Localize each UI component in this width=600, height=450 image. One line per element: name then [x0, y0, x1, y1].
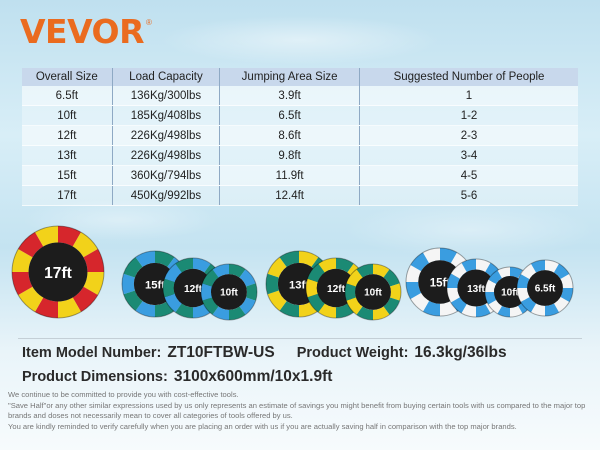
product-dimensions-label: Product Dimensions: — [22, 369, 168, 385]
cell-area: 8.6ft — [219, 125, 360, 146]
model-number-label: Item Model Number: — [22, 345, 162, 361]
divider-line — [18, 338, 582, 339]
cell-size: 6.5ft — [22, 86, 113, 106]
cell-size: 17ft — [22, 185, 113, 206]
size-label: 6.5ft — [535, 284, 556, 295]
cell-load: 360Kg/794lbs — [111, 165, 220, 186]
model-weight-line: Item Model Number: ZT10FTBW-US Product Wei… — [22, 344, 507, 362]
size-label: 17ft — [44, 265, 73, 282]
size-label: 10ft — [501, 287, 519, 298]
table-row: 13ft 226Kg/498lbs 9.8ft 3-4 — [22, 145, 578, 166]
disclaimer-line: We continue to be committed to provide y… — [8, 390, 239, 399]
disclaimer-text: We continue to be committed to provide y… — [8, 390, 596, 432]
registered-mark: ® — [146, 18, 152, 27]
cell-load: 136Kg/300lbs — [111, 86, 220, 106]
cell-load: 226Kg/498lbs — [111, 125, 220, 146]
header-suggested-people: Suggested Number of People — [359, 68, 578, 86]
size-spec-table: Overall Size Load Capacity Jumping Area … — [22, 68, 578, 206]
size-label: 10ft — [364, 288, 382, 299]
table-row: 12ft 226Kg/498lbs 8.6ft 2-3 — [22, 125, 578, 146]
header-jumping-area: Jumping Area Size — [219, 68, 360, 86]
header-load-capacity: Load Capacity — [111, 68, 220, 86]
dimensions-line: Product Dimensions: 3100x600mm/10x1.9ft — [22, 368, 332, 386]
cell-size: 12ft — [22, 125, 113, 146]
size-label: 12ft — [184, 284, 203, 295]
cell-load: 450Kg/992lbs — [111, 185, 220, 206]
table-row: 6.5ft 136Kg/300lbs 3.9ft 1 — [22, 86, 578, 106]
table-row: 17ft 450Kg/992lbs 12.4ft 5-6 — [22, 185, 578, 206]
cell-people: 4-5 — [359, 165, 578, 186]
product-weight-value: 16.3kg/36lbs — [414, 344, 507, 361]
product-dimensions-value: 3100x600mm/10x1.9ft — [173, 368, 333, 385]
size-label: 13ft — [289, 279, 309, 291]
cell-area: 3.9ft — [219, 86, 360, 106]
cell-size: 10ft — [22, 105, 113, 126]
cell-load: 185Kg/408lbs — [111, 105, 220, 126]
cell-area: 9.8ft — [219, 145, 360, 166]
cell-area: 11.9ft — [219, 165, 360, 186]
cell-load: 226Kg/498lbs — [111, 145, 220, 166]
cell-people: 2-3 — [359, 125, 578, 146]
cell-people: 1 — [359, 86, 578, 106]
product-weight-label: Product Weight: — [296, 345, 409, 361]
cell-size: 13ft — [22, 145, 113, 166]
size-label: 12ft — [327, 284, 346, 295]
size-label: 13ft — [467, 284, 485, 295]
size-label: 15ft — [145, 279, 165, 291]
trampoline-product-images: 17ft 15ft 12ft 10ft 13ft 12ft 10ft 15ft 13ft 10ft… — [11, 225, 574, 321]
cell-size: 15ft — [22, 165, 113, 186]
disclaimer-line: You are kindly reminded to verify carefu… — [8, 421, 517, 431]
trampoline-red-yellow-17ft: 17ft — [11, 225, 105, 319]
disclaimer-line: "Save Half"or any other similar expressi… — [8, 400, 586, 421]
size-label: 10ft — [220, 288, 238, 299]
cell-area: 6.5ft — [219, 105, 360, 126]
table-row: 10ft 185Kg/408lbs 6.5ft 1-2 — [22, 105, 578, 126]
trampoline-yellow-green-10ft: 10ft — [344, 263, 402, 321]
header-overall-size: Overall Size — [22, 68, 113, 86]
size-label: 15ft — [430, 277, 451, 289]
cell-people: 3-4 — [359, 145, 578, 166]
cell-people: 1-2 — [359, 105, 578, 126]
logo-wordmark: VEVOR — [20, 12, 145, 51]
table-header-row: Overall Size Load Capacity Jumping Area … — [22, 68, 578, 86]
cell-people: 5-6 — [359, 185, 578, 206]
table-row: 15ft 360Kg/794lbs 11.9ft 4-5 — [22, 165, 578, 186]
trampoline-blue-white-6-5ft: 6.5ft — [516, 259, 574, 317]
cell-area: 12.4ft — [219, 185, 360, 206]
vevor-logo: VEVOR ® — [20, 14, 152, 50]
trampoline-blue-white-13ft: 13ft — [446, 258, 506, 318]
model-number-value: ZT10FTBW-US — [167, 344, 275, 361]
trampoline-green-blue-10ft: 10ft — [200, 263, 258, 321]
